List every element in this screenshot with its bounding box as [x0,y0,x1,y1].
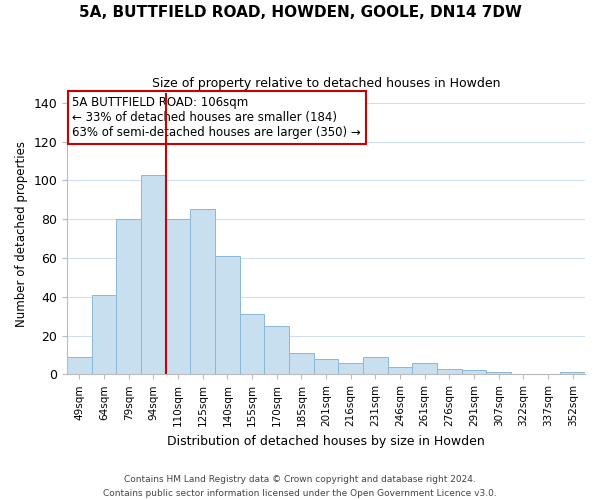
Bar [265,326,289,374]
Bar [67,357,92,374]
Bar [462,370,487,374]
Bar [215,256,240,374]
Bar [141,174,166,374]
Text: Contains HM Land Registry data © Crown copyright and database right 2024.
Contai: Contains HM Land Registry data © Crown c… [103,476,497,498]
Bar [92,295,116,374]
Bar [116,219,141,374]
Bar [388,366,412,374]
Bar [363,357,388,374]
Text: 5A BUTTFIELD ROAD: 106sqm
← 33% of detached houses are smaller (184)
63% of semi: 5A BUTTFIELD ROAD: 106sqm ← 33% of detac… [73,96,361,139]
Bar [289,353,314,374]
Bar [314,359,338,374]
Bar [560,372,585,374]
Bar [412,362,437,374]
Bar [338,362,363,374]
Title: Size of property relative to detached houses in Howden: Size of property relative to detached ho… [152,78,500,90]
Bar [487,372,511,374]
X-axis label: Distribution of detached houses by size in Howden: Distribution of detached houses by size … [167,434,485,448]
Text: 5A, BUTTFIELD ROAD, HOWDEN, GOOLE, DN14 7DW: 5A, BUTTFIELD ROAD, HOWDEN, GOOLE, DN14 … [79,5,521,20]
Bar [190,210,215,374]
Bar [166,219,190,374]
Y-axis label: Number of detached properties: Number of detached properties [15,140,28,326]
Bar [437,368,462,374]
Bar [240,314,265,374]
